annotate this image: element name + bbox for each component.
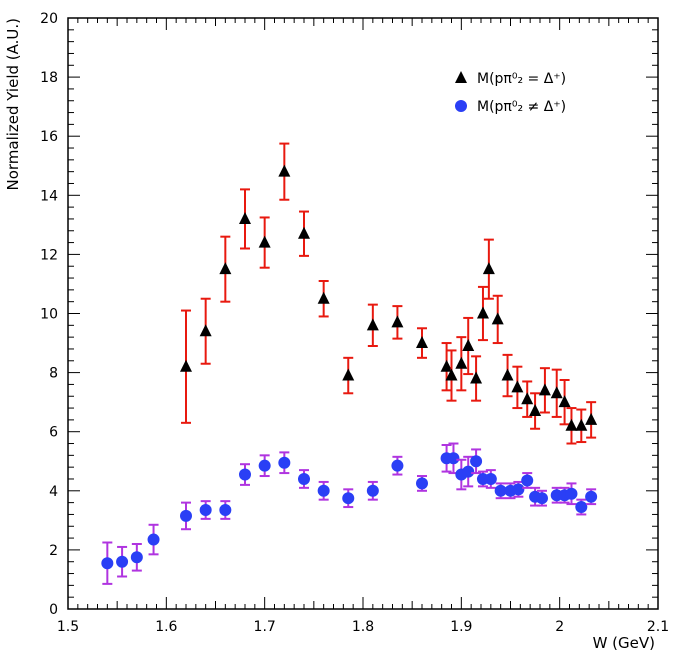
data-point-circle <box>575 501 588 514</box>
data-point-circle <box>219 504 232 517</box>
data-point-circle <box>130 551 143 564</box>
data-point-circle <box>116 555 129 568</box>
data-point-triangle <box>258 235 271 248</box>
data-point-circle <box>317 484 330 497</box>
data-point-circle <box>494 484 507 497</box>
x-tick-label: 2 <box>555 619 564 635</box>
x-tick-label: 1.7 <box>254 619 276 635</box>
x-tick-labels: 1.5 1.6 1.7 1.8 1.9 2 2.1 <box>57 619 669 635</box>
y-tick-label: 6 <box>49 425 58 441</box>
data-point-circle <box>147 533 160 546</box>
data-point-triangle <box>476 306 489 319</box>
data-point-triangle <box>199 324 212 337</box>
y-tick-label: 14 <box>40 188 58 204</box>
legend-label-delta: M(pπ⁰₂ = Δ⁺) <box>477 71 566 87</box>
legend-label-non-delta: M(pπ⁰₂ ≠ Δ⁺) <box>477 99 566 115</box>
data-point-circle <box>416 477 428 490</box>
series-delta <box>180 142 598 445</box>
data-point-triangle <box>455 356 468 369</box>
data-point-triangle <box>511 380 524 393</box>
data-point-circle <box>521 474 534 487</box>
data-point-circle <box>565 487 578 500</box>
data-point-triangle <box>482 262 495 275</box>
data-point-circle <box>585 490 598 503</box>
data-point-circle <box>101 557 114 570</box>
data-point-triangle <box>239 211 251 224</box>
y-tick-label: 2 <box>49 543 58 559</box>
data-point-circle <box>366 484 379 497</box>
data-point-circle <box>470 455 483 468</box>
y-tick-label: 0 <box>49 602 58 618</box>
data-point-triangle <box>462 339 475 352</box>
data-point-triangle <box>445 368 458 381</box>
data-point-triangle <box>491 312 504 325</box>
data-point-circle <box>512 483 525 496</box>
y-tick-label: 8 <box>49 366 58 382</box>
y-tick-label: 20 <box>40 11 58 27</box>
data-point-circle <box>462 465 475 478</box>
y-tick-label: 10 <box>40 307 58 323</box>
data-point-triangle <box>317 291 330 304</box>
data-point-triangle <box>342 368 355 381</box>
x-tick-label: 1.8 <box>352 619 374 635</box>
data-point-triangle <box>575 418 588 431</box>
y-tick-label: 16 <box>40 129 58 145</box>
x-tick-label: 1.9 <box>450 619 472 635</box>
y-axis-title: Normalized Yield (A.U.) <box>4 18 22 191</box>
data-point-circle <box>239 468 251 481</box>
data-point-triangle <box>391 315 404 328</box>
data-point-triangle <box>538 383 551 396</box>
legend-triangle-marker <box>455 71 467 83</box>
x-tick-label: 1.5 <box>57 619 79 635</box>
data-point-triangle <box>298 226 310 239</box>
data-point-triangle <box>470 371 483 384</box>
data-point-circle <box>447 452 460 465</box>
y-tick-label: 18 <box>40 70 58 86</box>
data-point-circle <box>484 472 497 485</box>
data-point-triangle <box>501 368 514 381</box>
y-tick-label: 12 <box>40 247 58 263</box>
data-point-circle <box>258 459 271 472</box>
x-axis-title: W (GeV) <box>593 634 655 652</box>
data-point-triangle <box>521 392 534 405</box>
data-point-circle <box>278 456 291 469</box>
data-point-triangle <box>278 164 291 177</box>
plot-frame <box>67 17 659 610</box>
y-tick-label: 4 <box>49 484 58 500</box>
y-tick-labels: 0 2 4 6 8 10 12 14 16 18 20 <box>40 11 58 618</box>
data-point-circle <box>342 492 355 505</box>
data-point-circle <box>298 472 310 485</box>
series-layer <box>101 142 598 585</box>
data-point-triangle <box>366 318 379 331</box>
series-non-delta <box>101 442 598 585</box>
legend: M(pπ⁰₂ = Δ⁺) M(pπ⁰₂ ≠ Δ⁺) <box>455 71 566 115</box>
data-point-triangle <box>440 359 453 372</box>
x-tick-label: 2.1 <box>647 619 669 635</box>
data-point-triangle <box>550 386 563 399</box>
data-point-triangle <box>416 336 428 349</box>
data-point-triangle <box>565 418 578 431</box>
x-tick-label: 1.6 <box>155 619 177 635</box>
data-point-triangle <box>529 404 542 417</box>
data-point-triangle <box>219 262 232 275</box>
data-point-circle <box>180 509 192 522</box>
data-point-circle <box>199 504 212 517</box>
data-point-triangle <box>585 412 598 425</box>
data-point-circle <box>535 492 548 505</box>
data-point-triangle <box>558 395 571 408</box>
data-point-circle <box>391 459 404 472</box>
axis-ticks <box>67 17 659 610</box>
legend-circle-marker <box>455 100 467 112</box>
data-point-triangle <box>180 359 192 372</box>
